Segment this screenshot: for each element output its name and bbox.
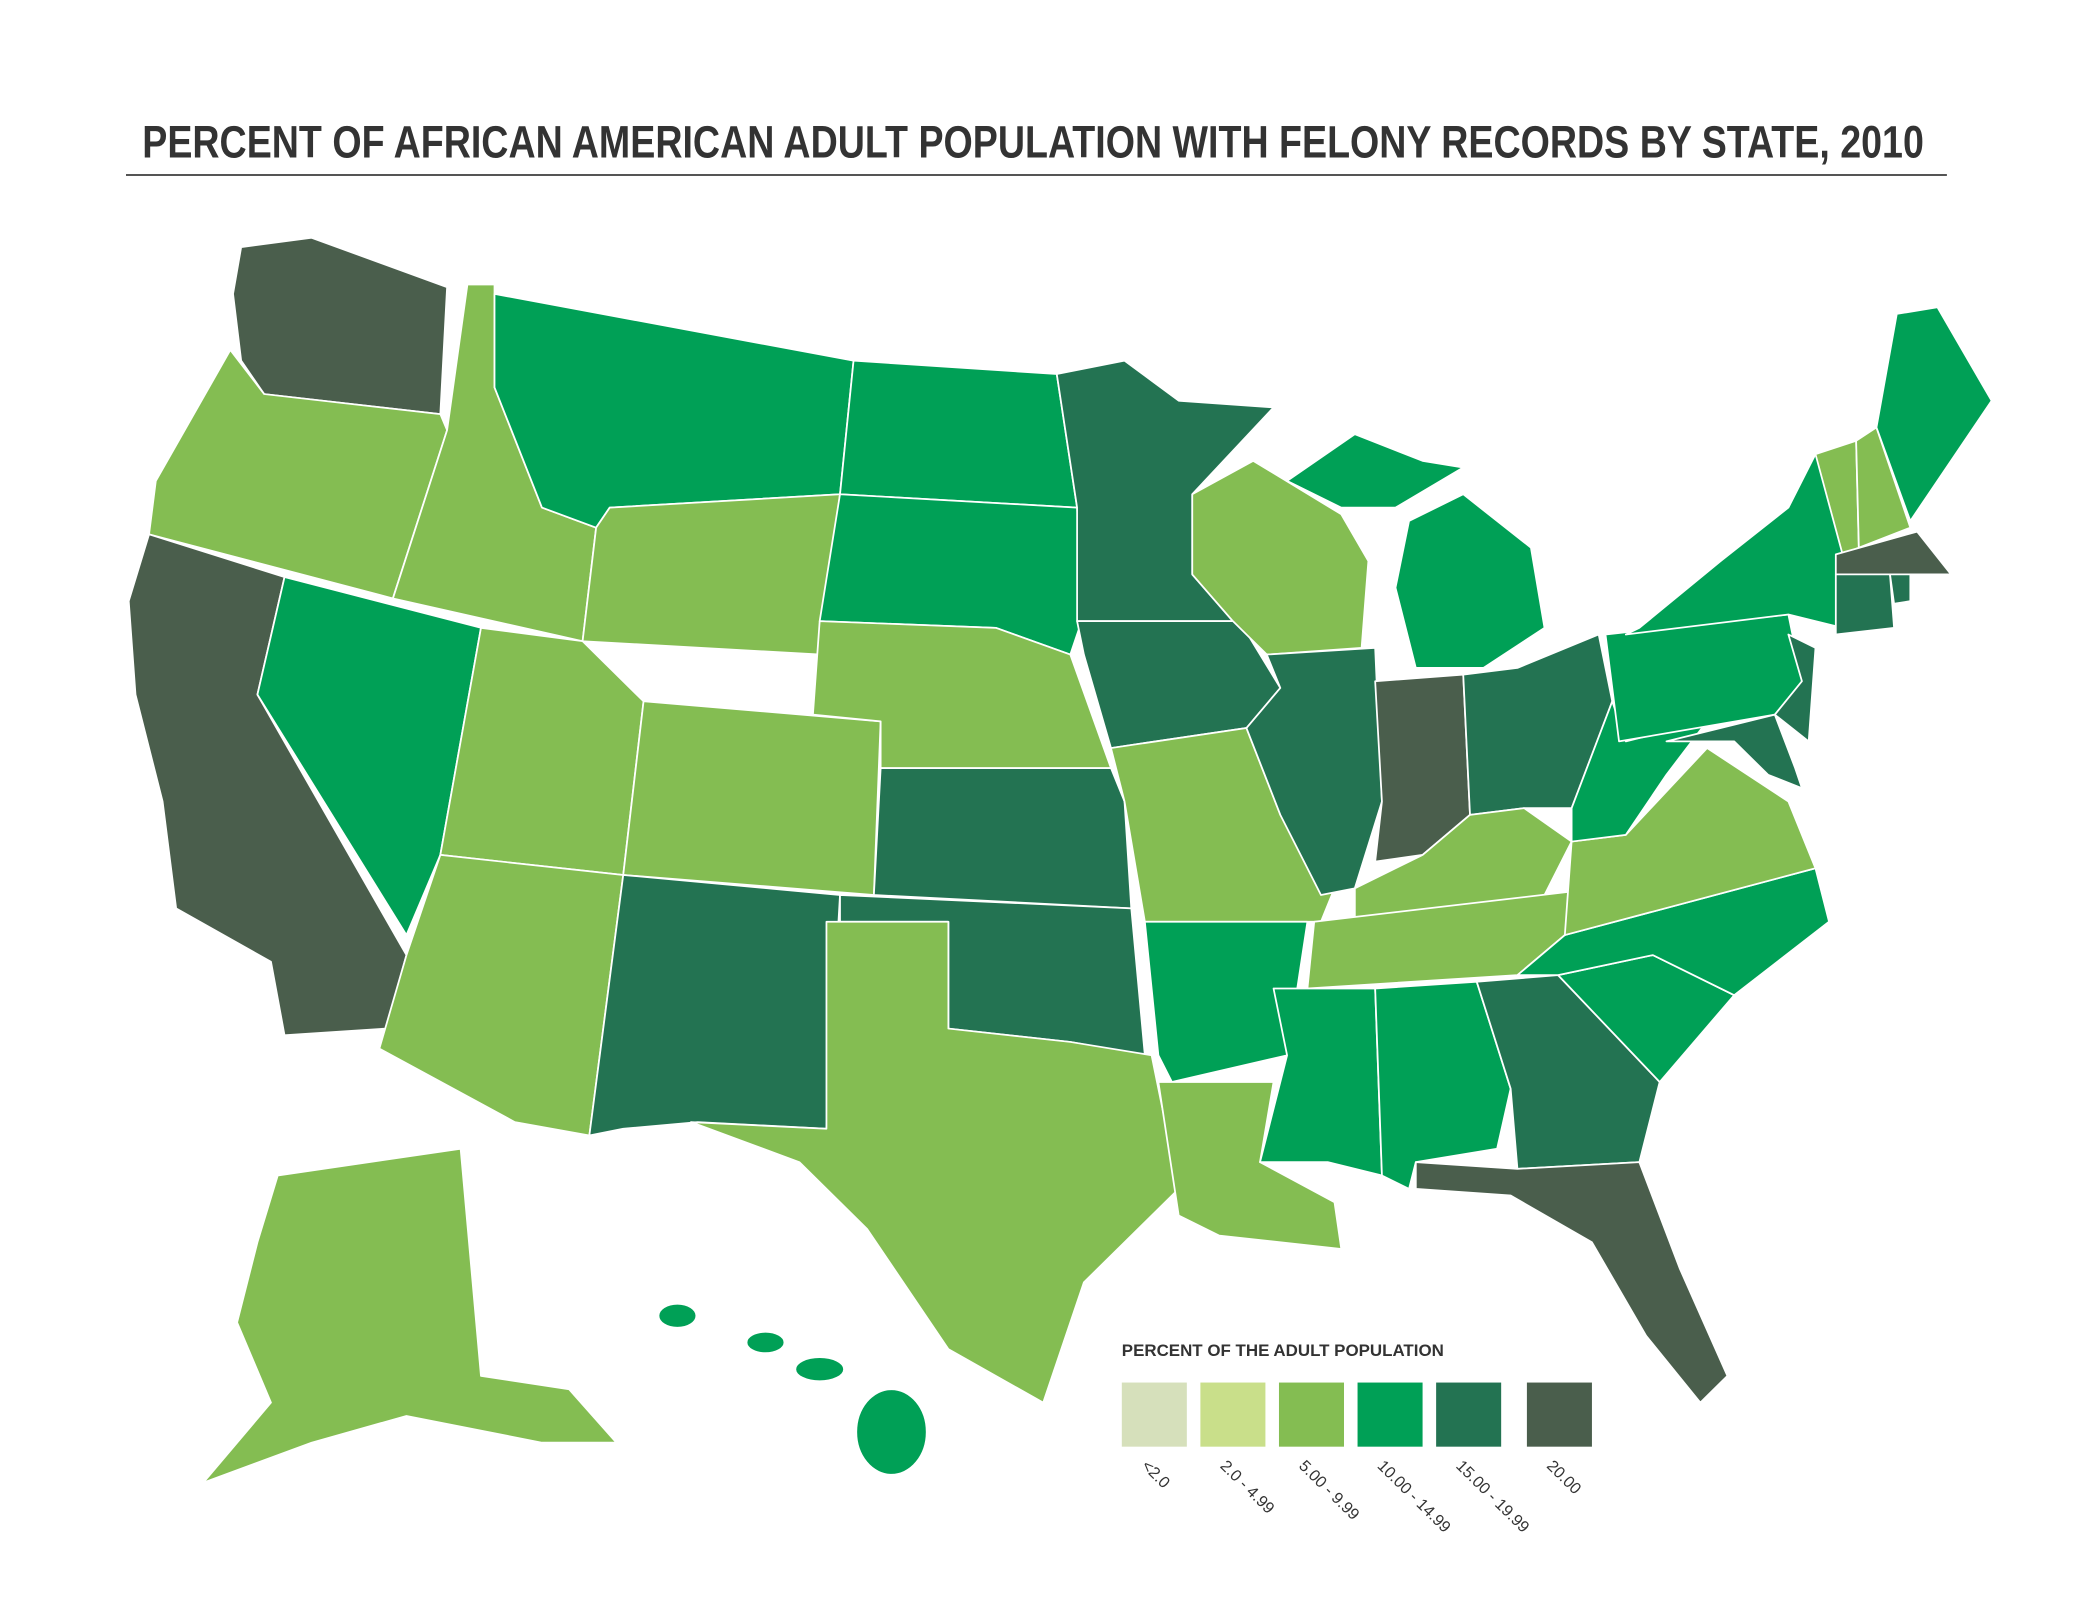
legend-label: <2.0 [1138, 1457, 1174, 1492]
state [1414, 1161, 1729, 1404]
state [1875, 306, 1993, 522]
state [1143, 920, 1309, 1083]
legend-label: 20.00 [1543, 1457, 1585, 1498]
legend-label: 2.0 - 4.99 [1217, 1457, 1278, 1517]
state [622, 700, 882, 896]
state [1516, 867, 1830, 997]
legend-swatch [1357, 1382, 1423, 1447]
legend-label: 15.00 - 19.99 [1452, 1457, 1533, 1536]
state [745, 1330, 786, 1355]
legend-label: 5.00 - 9.99 [1295, 1457, 1363, 1524]
state [256, 576, 482, 936]
state [1665, 713, 1803, 789]
state [581, 493, 841, 656]
state [1394, 493, 1546, 669]
legend: <2.0 2.0 - 4.99 5.00 - 9.99 10.00 - 14.9915… [1121, 1382, 1592, 1536]
legend-swatch [1278, 1382, 1344, 1447]
state [690, 920, 1180, 1404]
state [1624, 453, 1858, 636]
state [1834, 573, 1895, 636]
title: PERCENT OF AFRICAN AMERICAN ADULT POPULA… [142, 117, 1924, 168]
state [855, 1388, 928, 1476]
state [588, 874, 841, 1137]
state [148, 349, 448, 600]
legend-swatch [1436, 1382, 1502, 1447]
legend-swatch [1200, 1382, 1266, 1447]
state [1157, 1081, 1343, 1250]
state [1773, 633, 1817, 743]
state [839, 359, 1078, 509]
state [1855, 426, 1912, 549]
state [657, 1302, 698, 1329]
state [232, 236, 448, 415]
state [794, 1356, 845, 1383]
state [1286, 433, 1465, 509]
state [202, 1147, 618, 1484]
state [1889, 573, 1912, 605]
state [493, 293, 855, 529]
legend-title: PERCENT OF THE ADULT POPULATION [1122, 1341, 1444, 1360]
states [127, 236, 1993, 1484]
legend-swatch [1121, 1382, 1187, 1447]
legend-swatch [1526, 1382, 1592, 1447]
state [872, 767, 1133, 910]
legend-label: 10.00 - 14.99 [1374, 1457, 1455, 1536]
